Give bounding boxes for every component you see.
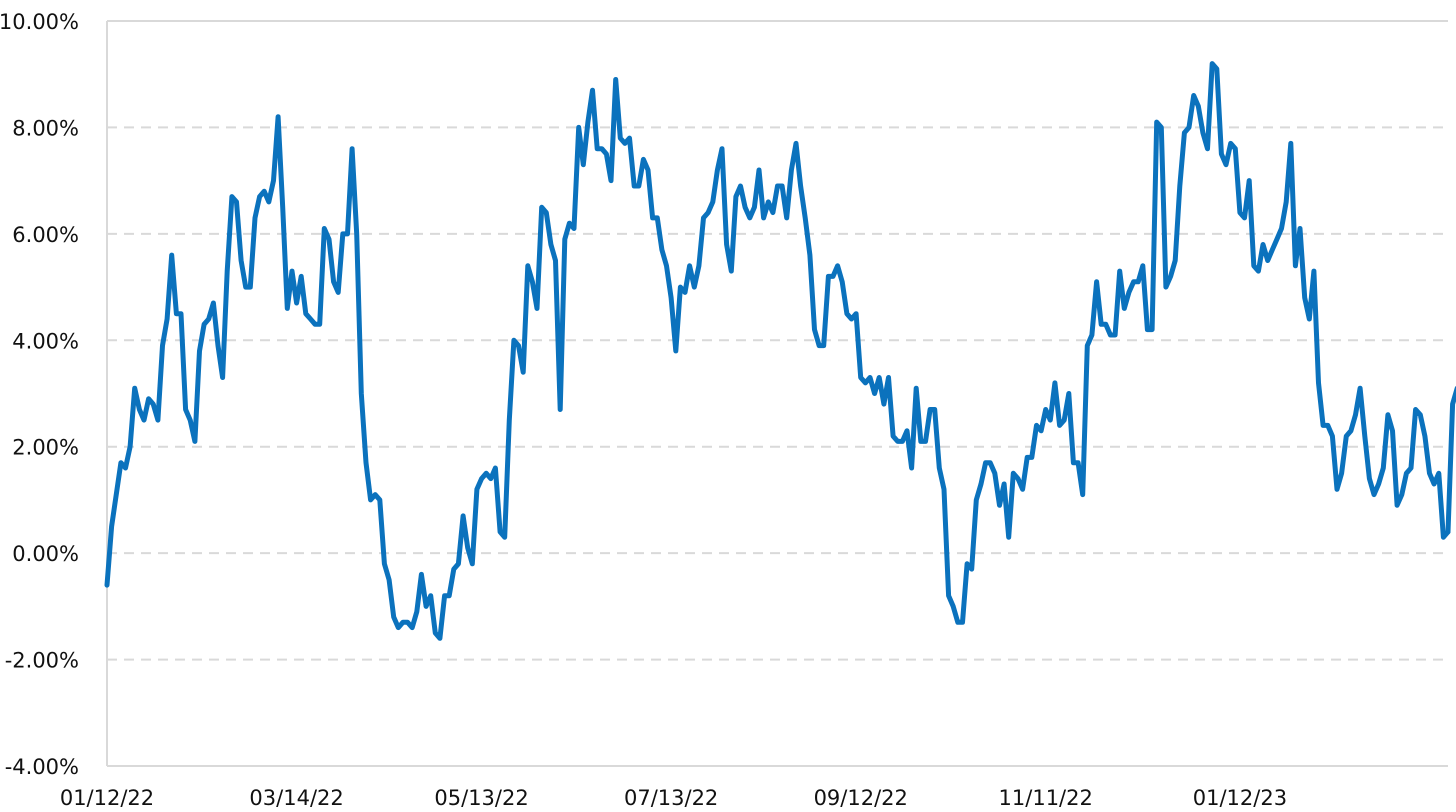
x-tick-label: 05/13/22: [434, 786, 528, 810]
y-tick-label: 8.00%: [12, 116, 79, 140]
x-tick-label: 07/13/22: [624, 786, 718, 810]
y-axis-tick-labels: -4.00% -2.00% 0.00% 2.00% 4.00% 6.00% 8.00% 10.…: [0, 10, 79, 779]
y-tick-label: 4.00%: [12, 329, 79, 353]
y-tick-label: -2.00%: [5, 649, 79, 673]
x-tick-label: 03/14/22: [249, 786, 343, 810]
gridlines: [106, 20, 1448, 767]
y-tick-label: 2.00%: [12, 436, 79, 460]
y-tick-label: 6.00%: [12, 223, 79, 247]
x-tick-label: 09/12/22: [814, 786, 908, 810]
x-axis-tick-labels: 01/12/22 03/14/22 05/13/22 07/13/22 09/12/22…: [60, 786, 1287, 810]
y-tick-label: 0.00%: [12, 542, 79, 566]
x-tick-label: 11/11/22: [999, 786, 1093, 810]
series-line: [1445, 386, 1456, 535]
data-series: [104, 61, 1456, 641]
y-tick-label: -4.00%: [5, 755, 79, 779]
series-line: [104, 61, 1451, 641]
x-tick-label: 01/12/22: [60, 786, 154, 810]
x-tick-label: 01/12/23: [1193, 786, 1287, 810]
y-tick-label: 10.00%: [0, 10, 79, 34]
